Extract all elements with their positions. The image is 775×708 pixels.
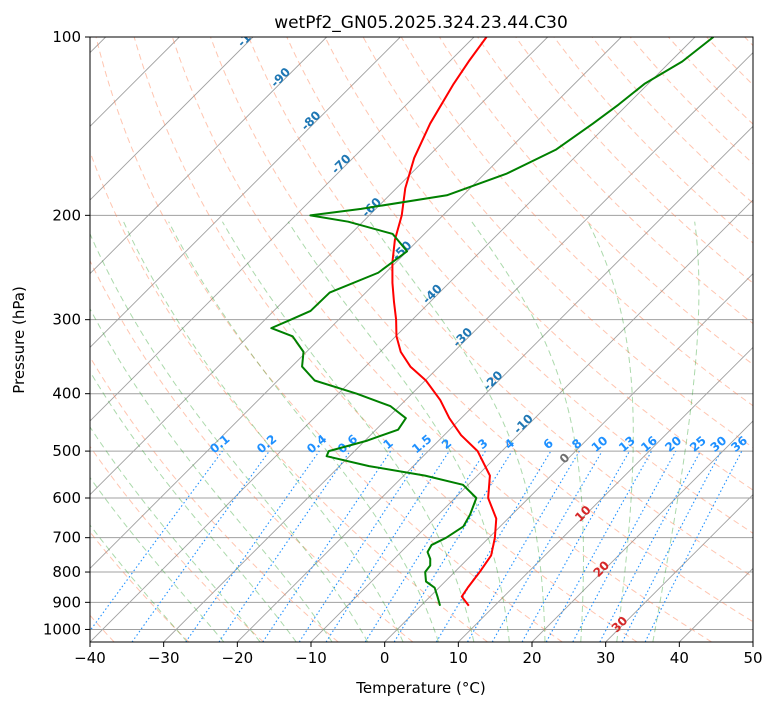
moist-adiabat-line [90,232,369,642]
chart-title: wetPf2_GN05.2025.324.23.44.C30 [274,13,568,33]
isotherm-line [90,37,401,348]
isotherm-line [90,37,475,422]
y-tick-label: 500 [52,442,81,460]
moist-adiabat-line [369,221,546,642]
mixing-ratio-line [218,450,351,642]
y-tick-label: 200 [52,206,81,224]
dry-adiabat-line [477,37,753,325]
x-tick-label: 20 [522,649,541,667]
dry-adiabat-line [362,37,753,449]
dewpoint-line [270,37,715,607]
moist-adiabat-line [221,221,475,642]
y-tick-label: 1000 [43,620,81,638]
moist-adiabat-line [168,221,439,642]
dry-adiabat-line [248,37,753,578]
y-tick-label: 300 [52,311,81,329]
mixing-ratio-line [521,450,630,642]
y-tick-label: 600 [52,489,81,507]
dry-adiabat-line [95,37,563,642]
isotherm-line [458,346,753,642]
x-tick-label: −10 [295,649,327,667]
y-axis-title: Pressure (hPa) [10,286,28,394]
mixing-ratio-line [545,450,653,642]
moist-adiabat-line [90,476,225,642]
x-tick-label: −40 [74,649,106,667]
x-tick-label: 10 [449,649,468,667]
y-tick-label: 800 [52,563,81,581]
mixing-ratio-line [131,450,270,642]
moist-adiabat-line [123,221,404,642]
dry-adiabat-line [90,259,414,642]
mixing-ratio-line [325,450,450,642]
mixing-ratio-line [185,450,320,642]
mixing-ratio-line [572,450,677,642]
dry-adiabat-line [210,37,753,623]
x-tick-label: −30 [148,649,180,667]
isotherm-line [90,37,696,642]
x-tick-label: 40 [670,649,689,667]
plot-frame [89,36,754,643]
y-tick-label: 400 [52,385,81,403]
moist-adiabat-line [587,221,634,642]
dry-adiabat-line [90,445,264,642]
isotherm-line [237,125,753,642]
moist-adiabat-line [652,221,700,642]
isotherm-line [531,420,753,642]
isotherm-line [90,37,622,569]
mixing-ratio-line [393,450,513,642]
x-tick-label: 0 [380,649,390,667]
mixing-ratio-line [435,450,552,642]
axis-layer: −40 −30 −20 −10 0 10 20 30 40 50 1000 900 800 700 600 5… [43,28,763,667]
mixing-ratio-line [491,450,603,642]
isotherm-line [90,37,548,496]
dry-adiabat-line [171,37,712,642]
mixing-ratio-line [467,450,580,642]
dry-adiabat-line [591,37,753,204]
moist-adiabat-line [90,370,297,642]
dry-adiabat-line [515,37,753,284]
y-tick-label: 900 [52,593,81,611]
isotherm-line [90,37,254,201]
mixing-ratio-line [364,450,486,642]
isotherm-line [605,494,753,642]
x-tick-label: 30 [596,649,615,667]
y-tick-label: 700 [52,529,81,547]
x-tick-label: 50 [743,649,762,667]
isotherm-line [90,37,327,275]
moist-adiabat-line [90,426,261,642]
grid-layer [90,37,753,642]
y-tick-label: 100 [52,28,81,46]
temperature-line [391,37,498,607]
dry-adiabat-line [133,37,638,642]
isotherm-line [163,52,753,642]
isotherm-line [310,199,753,642]
x-axis-title: Temperature (°C) [355,679,485,697]
mixing-ratio-line [90,450,223,632]
dry-adiabat-line [629,37,753,165]
dry-adiabat-line [324,37,753,491]
isotherm-line [384,273,753,642]
data-layer [270,37,715,607]
dry-adiabat-line [400,37,753,407]
moist-adiabat-line [90,307,333,642]
moist-adiabat-line [471,221,584,642]
x-tick-label: −20 [222,649,254,667]
